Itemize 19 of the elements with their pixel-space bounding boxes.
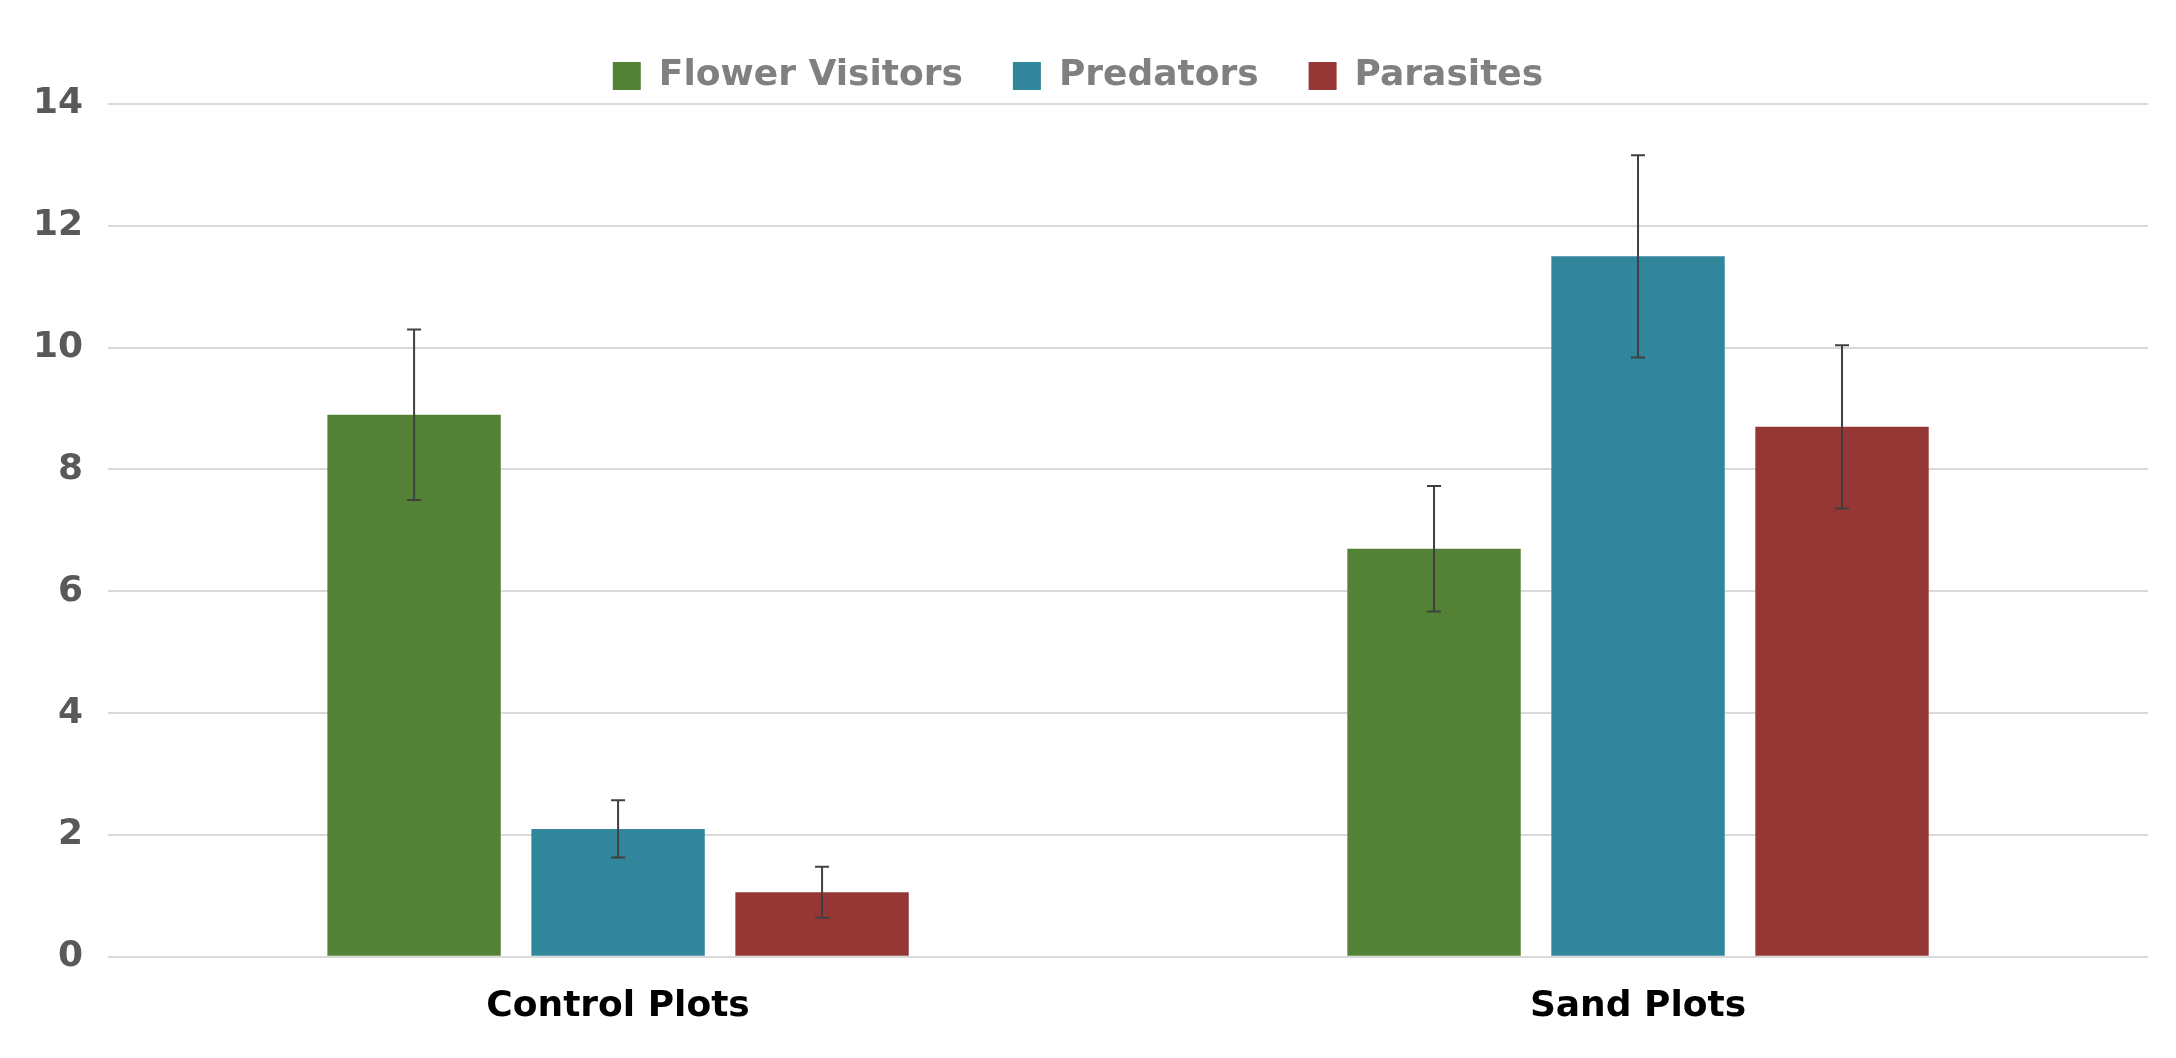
x-tick-label: Sand Plots	[1529, 982, 1747, 1024]
y-tick-label: 8	[58, 445, 84, 487]
bar	[327, 414, 501, 956]
bar	[735, 892, 909, 956]
bar	[1551, 256, 1725, 956]
legend-label: Flower Visitors	[658, 52, 963, 94]
y-tick-label: 14	[32, 80, 84, 122]
y-tick-label: 12	[32, 202, 84, 244]
legend-label: Predators	[1058, 52, 1259, 94]
bar	[1347, 548, 1521, 956]
legend-label: Parasites	[1354, 52, 1544, 94]
y-tick-label: 2	[58, 811, 84, 853]
y-tick-label: 10	[32, 324, 84, 366]
x-tick-label: Control Plots	[486, 982, 750, 1024]
y-tick-label: 4	[58, 689, 84, 731]
y-tick-label: 0	[58, 933, 84, 975]
bar	[531, 828, 705, 956]
bar	[1755, 426, 1929, 956]
y-tick-label: 6	[58, 567, 84, 609]
